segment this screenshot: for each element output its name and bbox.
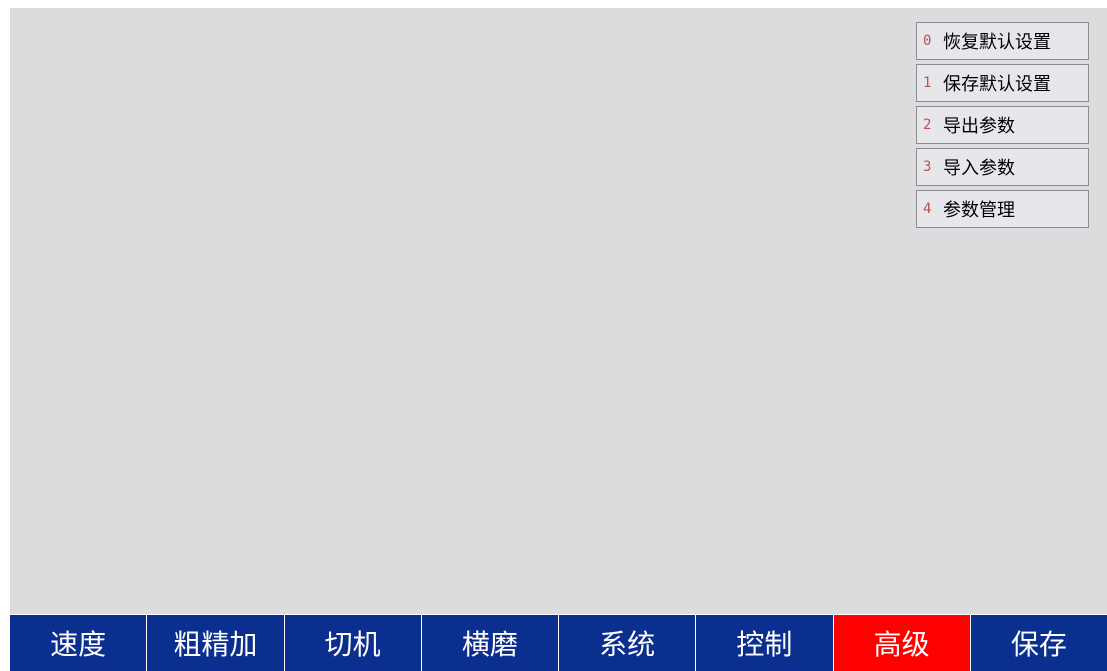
tab-save[interactable]: 保存 [1010, 628, 1067, 661]
tab-cross-grind[interactable]: 横磨 [422, 615, 559, 671]
tab-rough-fine[interactable]: 粗精加 [147, 615, 285, 671]
tab-cutter[interactable]: 切机 [285, 615, 422, 671]
menu-item-number: 3 [923, 159, 932, 175]
tab-speed[interactable]: 速度 [10, 615, 148, 671]
menu-item-label: 恢复默认设置 [943, 32, 1051, 53]
menu-item-save-default[interactable]: 1 保存默认设置 [916, 64, 1089, 102]
menu-item-number: 0 [923, 33, 932, 49]
tab-advanced[interactable]: 高级 [833, 615, 971, 671]
advanced-menu: 0 恢复默认设置 1 保存默认设置 2 导出参数 3 导入参数 4 参数管理 [916, 22, 1089, 232]
menu-item-param-management[interactable]: 4 参数管理 [916, 190, 1089, 228]
main-screen: 0 恢复默认设置 1 保存默认设置 2 导出参数 3 导入参数 4 参数管理 速… [10, 8, 1107, 671]
tab-system[interactable]: 系统 [559, 615, 697, 671]
menu-item-export-params[interactable]: 2 导出参数 [916, 106, 1089, 144]
menu-item-label: 导入参数 [943, 158, 1015, 179]
menu-item-number: 2 [923, 117, 932, 133]
menu-item-label: 参数管理 [943, 200, 1015, 221]
menu-item-restore-default[interactable]: 0 恢复默认设置 [916, 22, 1089, 60]
tab-control[interactable]: 控制 [696, 615, 834, 671]
bottom-tab-bar: 速度 粗精加 切机 横磨 系统 控制 高级 保存 [10, 614, 1107, 671]
menu-item-label: 保存默认设置 [943, 74, 1051, 95]
menu-item-import-params[interactable]: 3 导入参数 [916, 148, 1089, 186]
menu-item-number: 1 [923, 75, 932, 91]
menu-item-label: 导出参数 [943, 116, 1015, 137]
menu-item-number: 4 [923, 201, 932, 217]
